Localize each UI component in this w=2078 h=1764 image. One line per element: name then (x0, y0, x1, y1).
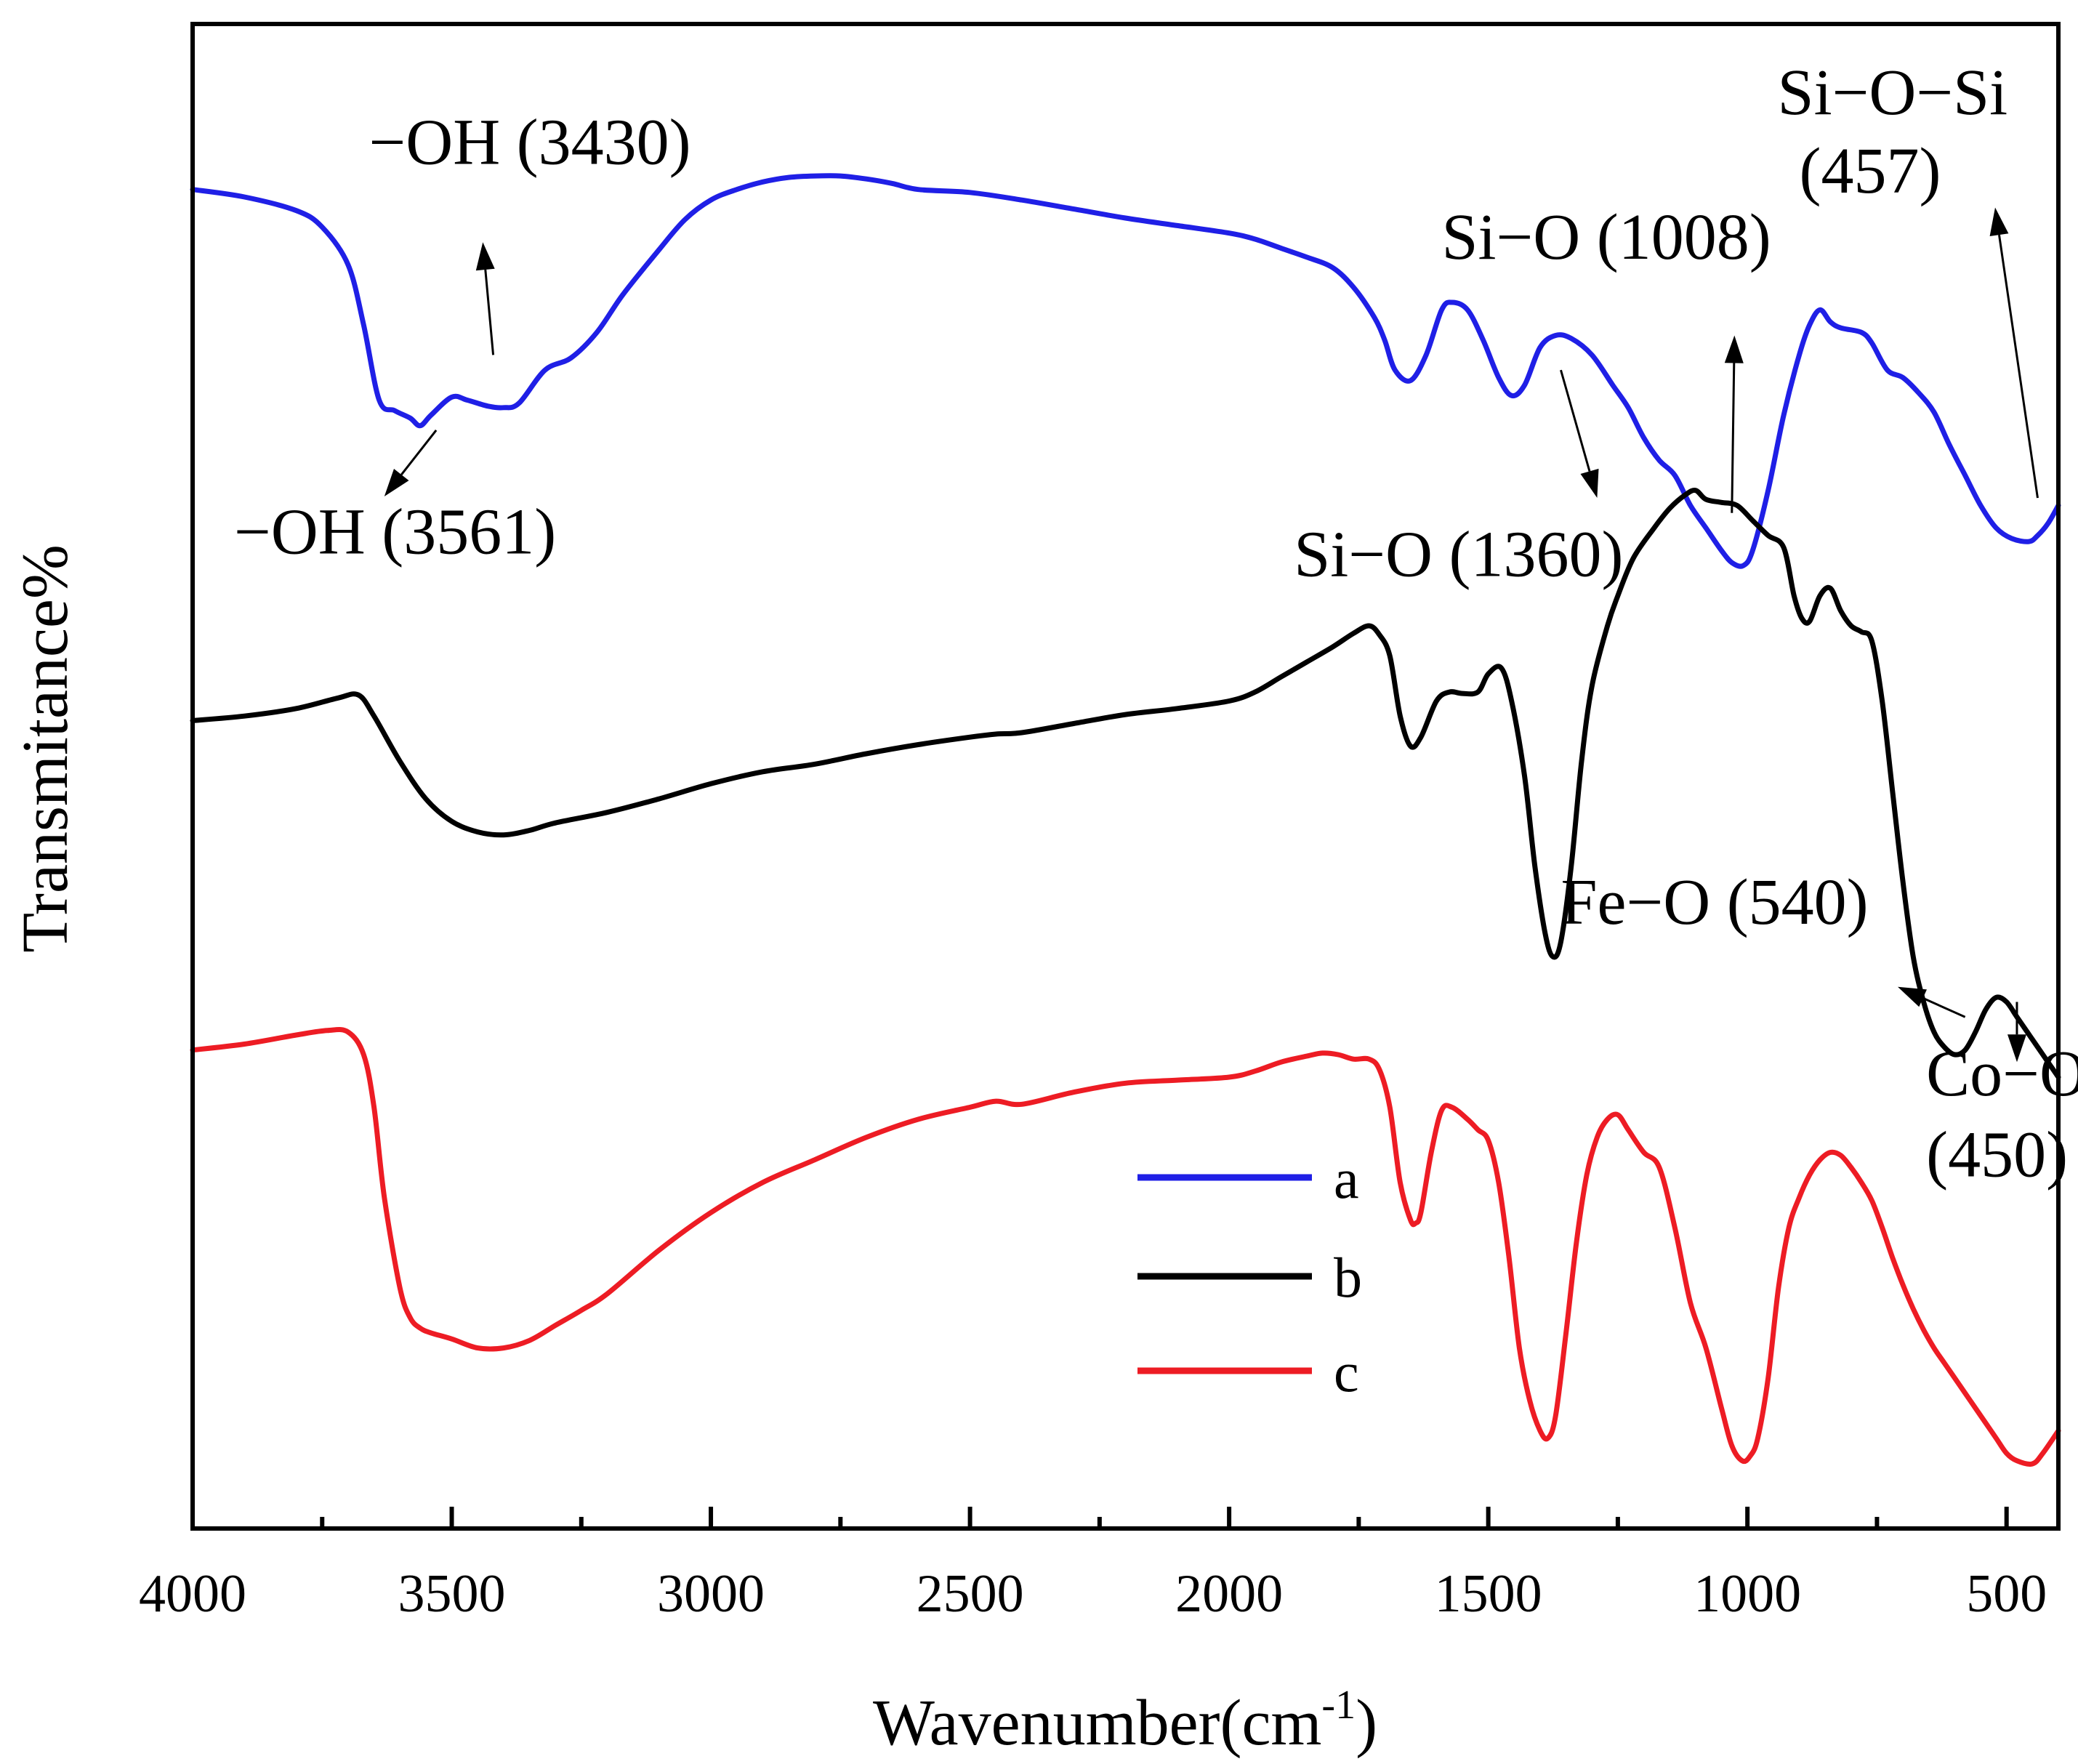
arrow-head-1 (384, 469, 409, 496)
annotation-layer: −OH (3430)−OH (3561)Si−O (1008)Si−O−Si(4… (234, 57, 2078, 1191)
x-axis-title: Wavenumber(cm-1) (873, 1683, 1377, 1759)
arrow-head-6 (2007, 1034, 2026, 1063)
legend: a b c (1137, 1147, 1362, 1403)
peak-annotation-3: Si−O−Si (1778, 57, 2008, 129)
arrow-shaft-0 (484, 269, 495, 355)
peak-annotation-2: Si−O (1008) (1441, 201, 1771, 273)
plot-frame (190, 22, 2061, 1531)
series-layer (190, 173, 2061, 1467)
x-tick-label-2000: 2000 (1175, 1564, 1283, 1624)
arrow-shaft-3 (1560, 369, 1591, 472)
arrow-shaft-4 (1998, 234, 2039, 499)
peak-annotation-0: −OH (3430) (369, 107, 690, 179)
x-tick-label-1000: 1000 (1694, 1564, 1801, 1624)
arrow-shaft-5 (1922, 996, 1966, 1018)
series-line-c (190, 1027, 2061, 1467)
arrow-head-5 (1898, 986, 1927, 1007)
x-tick-label-500: 500 (1966, 1564, 2047, 1624)
arrow-head-4 (1989, 207, 2009, 236)
peak-annotation-1: −OH (3561) (234, 496, 556, 568)
x-axis-title-sup: -1 (1321, 1683, 1356, 1728)
x-tick-label-2500: 2500 (917, 1564, 1024, 1624)
x-axis-title-main: Wavenumber(cm (873, 1687, 1321, 1759)
arrow-head-2 (1724, 335, 1744, 363)
peak-annotation-6: Fe−O (540) (1560, 866, 1868, 938)
x-tick-label-1500: 1500 (1435, 1564, 1542, 1624)
arrow-shaft-1 (400, 429, 438, 475)
peak-annotation-4: (457) (1799, 135, 1941, 207)
legend-label-c: c (1334, 1340, 1359, 1403)
x-tick-label-3000: 3000 (657, 1564, 765, 1624)
arrow-layer (384, 207, 2039, 1063)
peak-annotation-7: Co−O (1926, 1038, 2078, 1110)
peak-annotation-5: Si−O (1360) (1294, 519, 1623, 591)
x-axis-title-close: ) (1356, 1687, 1377, 1759)
peak-annotation-8: (450) (1926, 1119, 2068, 1191)
legend-label-a: a (1334, 1147, 1359, 1210)
arrow-head-0 (475, 242, 495, 271)
x-axis-ticks: 4000 3500 3000 2500 2000 1500 1000 500 (139, 1507, 2047, 1624)
series-line-b (190, 488, 2061, 1080)
arrow-shaft-2 (1731, 363, 1736, 513)
x-tick-label-4000: 4000 (139, 1564, 246, 1624)
series-line-a (190, 173, 2061, 569)
legend-label-b: b (1334, 1246, 1362, 1309)
arrow-head-3 (1580, 468, 1599, 498)
y-axis-title: Transmitance% (9, 544, 81, 953)
x-tick-label-3500: 3500 (398, 1564, 506, 1624)
